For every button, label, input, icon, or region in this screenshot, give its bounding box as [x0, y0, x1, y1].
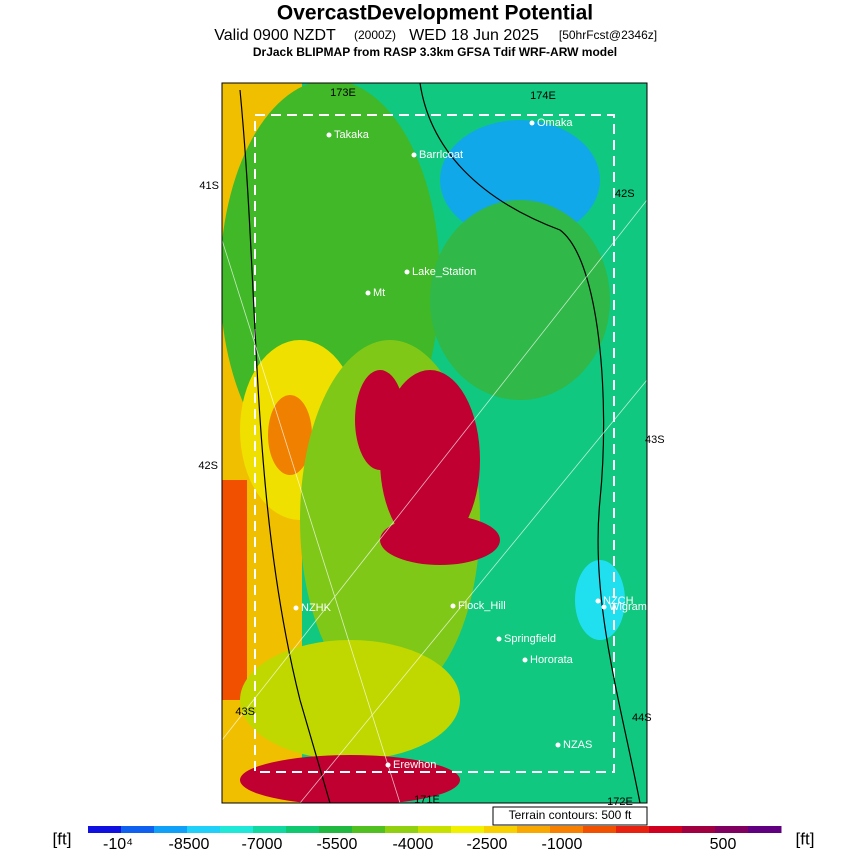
place-dot: [496, 636, 502, 642]
colorbar-swatch: [748, 826, 782, 833]
colorbar-label: -7000: [242, 836, 283, 853]
grid-label: 174E: [530, 90, 556, 102]
colorbar-swatch: [154, 826, 188, 833]
grid-label: 172E: [607, 796, 633, 808]
colorbar-swatch: [517, 826, 551, 833]
grid-label: 42S: [198, 460, 218, 472]
unit-left: [ft]: [53, 829, 72, 848]
title: OvercastDevelopment Potential: [277, 2, 593, 25]
place-dot: [365, 290, 371, 296]
grid-label: 173E: [330, 87, 356, 99]
colorbar-label: 500: [710, 836, 737, 853]
colorbar-swatch: [616, 826, 650, 833]
colorbar-label: -8500: [169, 836, 210, 853]
place-label: Hororata: [530, 654, 574, 666]
place-label: Lake_Station: [412, 266, 476, 278]
colorbar-swatch: [187, 826, 221, 833]
place-dot: [411, 152, 417, 158]
valid: Valid 0900 NZDT: [214, 27, 336, 44]
place-dot: [450, 603, 456, 609]
place-label: Takaka: [334, 129, 370, 141]
place-dot: [595, 598, 601, 604]
map: [221, 82, 648, 804]
place-labels: Takaka Barrlcoat Omaka Lake_Station Mt NZHK Fl…: [293, 117, 647, 771]
place-label: Mt: [373, 287, 385, 299]
colorbar-swatch: [550, 826, 584, 833]
place-label: Wigram: [609, 601, 647, 613]
place-dot: [522, 657, 528, 663]
colorbar-swatch: [385, 826, 419, 833]
note-box: [492, 806, 648, 826]
place-dot: [326, 132, 332, 138]
place-label: Erewhon: [393, 759, 436, 771]
colorbar-swatch: [451, 826, 485, 833]
place-dot: [529, 120, 535, 126]
colorbar-label: -5500: [317, 836, 358, 853]
model: DrJack BLIPMAP from RASP 3.3km GFSA Tdif…: [253, 45, 617, 59]
place-label: Flock_Hill: [458, 600, 506, 612]
colorbar-swatch: [484, 826, 518, 833]
place-dot: [385, 762, 391, 768]
utc: (2000Z): [354, 28, 396, 42]
colorbar-swatch: [121, 826, 155, 833]
grid-label: 43S: [235, 706, 255, 718]
grid-label: 43S: [645, 434, 665, 446]
colorbar-label: -1000: [542, 836, 583, 853]
place-label: Barrlcoat: [419, 149, 463, 161]
place-label: Springfield: [504, 633, 556, 645]
place-label: NZHK: [301, 602, 332, 614]
colorbar-label: -2500: [467, 836, 508, 853]
place-label: Omaka: [537, 117, 573, 129]
grid-label: 44S: [632, 712, 652, 724]
colorbar-label: -10⁴: [103, 836, 133, 853]
colorbar-swatch: [715, 826, 749, 833]
place-dot: [293, 605, 299, 611]
place-label: NZCH: [603, 595, 634, 607]
unit-right: [ft]: [796, 829, 815, 848]
colorbar-label: -4000: [393, 836, 434, 853]
colorbar-swatch: [319, 826, 353, 833]
colorbar-swatch: [418, 826, 452, 833]
date: WED 18 Jun 2025: [409, 27, 539, 44]
place-dot: [555, 742, 561, 748]
colorbar-swatch: [583, 826, 617, 833]
colorbar-swatch: [253, 826, 287, 833]
colorbar-swatch: [286, 826, 320, 833]
grid-label: 42S: [615, 188, 635, 200]
forecast: [50hrFcst@2346z]: [559, 28, 657, 42]
place-label: NZAS: [563, 739, 592, 751]
colorbar-swatch: [88, 826, 122, 833]
grid-label: 41S: [199, 180, 219, 192]
colorbar-swatch: [682, 826, 716, 833]
note: Terrain contours: 500 ft: [509, 808, 632, 822]
place-dot: [601, 604, 607, 610]
colorbar-swatch: [649, 826, 683, 833]
grid-label: 171E: [414, 794, 440, 806]
colorbar-swatch: [220, 826, 254, 833]
place-dot: [404, 269, 410, 275]
colorbar: -10⁴ -8500 -7000 -5500 -4000 -2500 -1000 500: [88, 826, 782, 853]
colorbar-swatch: [352, 826, 386, 833]
